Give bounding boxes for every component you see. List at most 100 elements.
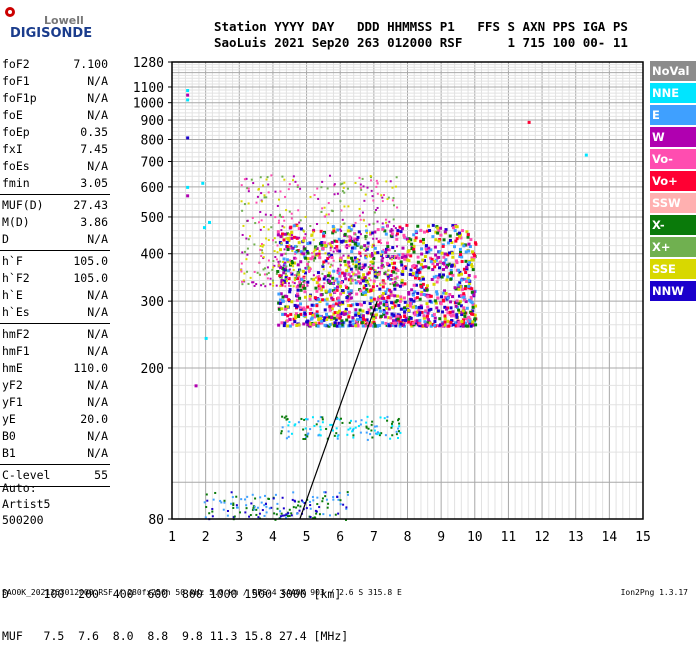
echo-mark <box>245 507 248 510</box>
echo-mark <box>343 191 346 194</box>
echo-mark <box>379 282 382 285</box>
echo-mark <box>323 215 326 218</box>
echo-mark <box>455 237 459 241</box>
echo-mark <box>347 315 351 319</box>
echo-mark <box>345 312 349 316</box>
x-tick-label: 5 <box>303 530 311 545</box>
echo-mark <box>399 230 403 234</box>
echo-mark <box>426 311 430 315</box>
echo-mark <box>448 251 452 255</box>
echo-mark <box>455 225 459 229</box>
echo-mark <box>352 239 355 242</box>
y-tick-label: 900 <box>141 114 164 129</box>
echo-mark <box>448 238 452 242</box>
echo-mark <box>463 314 467 318</box>
echo-mark <box>315 310 319 314</box>
echo-mark <box>291 498 294 501</box>
echo-mark <box>399 297 403 301</box>
echo-mark <box>446 275 450 279</box>
echo-mark <box>308 312 312 316</box>
echo-mark <box>449 300 453 304</box>
y-tick-label: 600 <box>141 181 164 196</box>
header-line-2: SaoLuis 2021 Sep20 263 012000 RSF 1 715 … <box>214 35 628 50</box>
echo-mark <box>302 428 305 431</box>
echo-mark <box>415 319 419 323</box>
echo-mark <box>323 323 327 327</box>
echo-mark <box>302 249 305 252</box>
echo-mark <box>353 259 356 262</box>
echo-mark <box>260 284 263 287</box>
echo-mark <box>387 316 391 320</box>
echo-mark <box>373 314 377 318</box>
echo-mark <box>330 256 334 260</box>
echo-mark <box>344 285 348 289</box>
echo-mark <box>312 259 315 262</box>
echo-mark <box>403 300 407 304</box>
echo-mark <box>241 233 244 236</box>
echo-mark <box>412 311 416 315</box>
echo-mark <box>306 433 309 436</box>
echo-mark <box>368 284 371 287</box>
echo-mark <box>288 421 291 424</box>
echo-mark <box>436 226 440 230</box>
echo-mark <box>367 245 370 248</box>
echo-mark <box>293 256 297 260</box>
echo-mark <box>439 302 443 306</box>
echo-mark <box>466 319 470 323</box>
echo-mark <box>459 304 463 308</box>
echo-mark <box>258 221 261 224</box>
echo-mark <box>402 233 406 237</box>
echo-mark <box>337 498 340 501</box>
echo-mark <box>442 238 446 242</box>
echo-mark <box>409 322 413 326</box>
echo-mark <box>460 293 464 297</box>
param-value: 0.35 <box>80 125 108 139</box>
echo-mark <box>366 415 369 418</box>
echo-mark <box>295 236 299 240</box>
echo-mark <box>433 245 437 249</box>
echo-mark <box>343 232 347 236</box>
param-value: N/A <box>87 91 108 105</box>
echo-mark <box>446 311 450 315</box>
echo-mark <box>389 257 392 260</box>
echo-mark <box>393 287 397 291</box>
echo-mark <box>415 271 419 275</box>
echo-mark <box>430 257 434 261</box>
echo-mark <box>376 206 379 209</box>
echo-mark <box>459 272 463 276</box>
echo-mark <box>420 252 424 256</box>
echo-mark <box>285 415 288 418</box>
echo-mark <box>459 253 463 257</box>
echo-mark <box>372 317 376 321</box>
echo-mark <box>312 278 316 282</box>
echo-mark <box>408 272 412 276</box>
echo-mark <box>244 511 247 514</box>
echo-mark <box>335 247 339 251</box>
param-key: foEp <box>2 125 30 139</box>
echo-mark <box>290 217 293 220</box>
echo-mark <box>373 425 376 428</box>
echo-mark <box>287 276 290 279</box>
param-key: B0 <box>2 429 16 443</box>
echo-mark <box>362 284 365 287</box>
echo-mark <box>338 316 342 320</box>
echo-mark <box>330 253 334 257</box>
logo-line2: DIGISONDE <box>10 26 93 41</box>
echo-mark <box>398 225 402 229</box>
echo-mark <box>334 318 338 322</box>
echo-mark <box>381 222 384 225</box>
echo-mark <box>352 434 355 437</box>
echo-mark <box>385 262 389 266</box>
echo-mark <box>469 297 473 301</box>
echo-mark <box>341 289 345 293</box>
param-key: foE <box>2 108 23 122</box>
echo-mark <box>353 242 357 246</box>
echo-mark <box>356 238 359 241</box>
echo-mark <box>389 180 392 183</box>
echo-mark <box>420 247 424 251</box>
echo-mark <box>409 302 413 306</box>
echo-mark <box>391 306 395 310</box>
echo-mark <box>446 253 450 257</box>
echo-mark <box>436 296 440 300</box>
echo-mark <box>389 316 393 320</box>
